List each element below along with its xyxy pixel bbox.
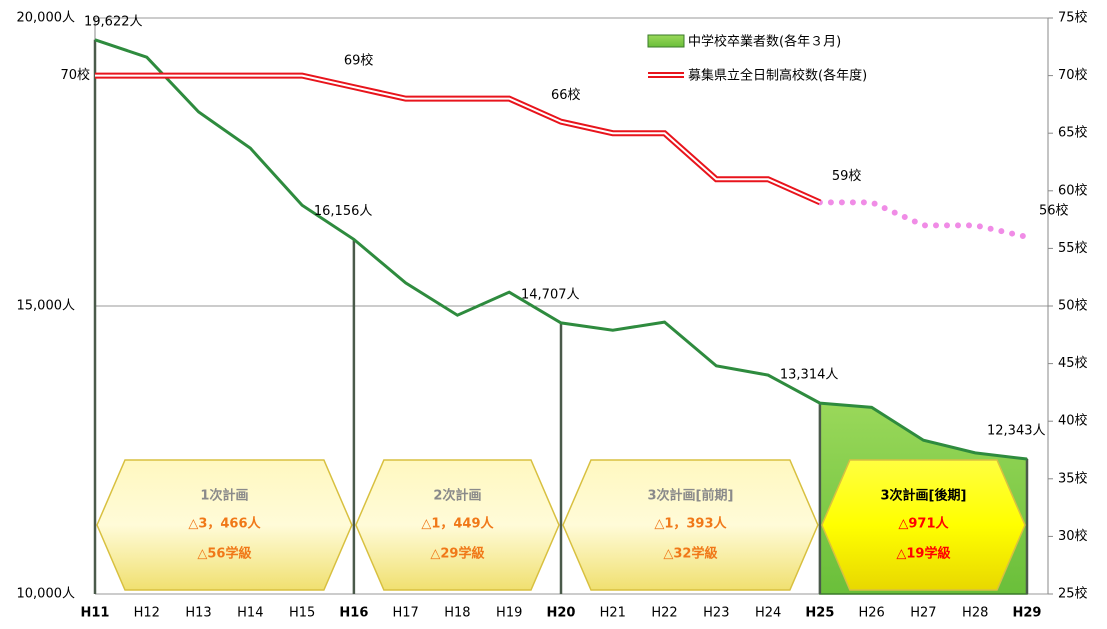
legend-label: 募集県立全日制高校数(各年度) <box>688 68 867 84</box>
data-label: 14,707人 <box>521 287 580 302</box>
x-tick-label: H22 <box>651 606 677 621</box>
y-tick-label: 20,000人 <box>17 11 76 26</box>
x-tick-label: H18 <box>444 606 470 621</box>
line <box>94 38 1028 461</box>
plan-arrow <box>96 459 353 591</box>
x-tick-label: H29 <box>1013 606 1042 621</box>
legend-label: 中学校卒業者数(各年３月) <box>688 34 841 50</box>
legend-swatch <box>647 34 685 48</box>
data-label: 13,314人 <box>780 368 839 383</box>
plan-students: △1，393人 <box>654 516 727 532</box>
x-tick-label: H19 <box>496 606 522 621</box>
x-tick-label: H24 <box>755 606 781 621</box>
data-label: 56校 <box>1039 202 1069 218</box>
x-tick-label: H21 <box>600 606 626 621</box>
plan-classes: △56学級 <box>197 546 251 562</box>
x-tick-label: H11 <box>81 606 110 621</box>
x-tick-label: H20 <box>547 606 576 621</box>
x-tick-label: H16 <box>339 606 368 621</box>
plan-arrow <box>355 459 560 591</box>
y2-tick-label: 75校 <box>1058 10 1088 26</box>
plan-arrow <box>821 459 1026 591</box>
x-tick-label: H12 <box>134 606 160 621</box>
y2-tick-label: 70校 <box>1058 67 1088 83</box>
data-label: 59校 <box>832 168 862 184</box>
y2-tick-label: 30校 <box>1058 528 1088 544</box>
x-tick-label: H28 <box>962 606 988 621</box>
y2-tick-label: 25校 <box>1058 586 1088 602</box>
y2-tick-label: 45校 <box>1058 355 1088 371</box>
x-tick-label: H25 <box>805 606 834 621</box>
y2-tick-label: 65校 <box>1058 125 1088 141</box>
plan-name: 1次計画 <box>200 488 248 504</box>
plan-students: △971人 <box>898 516 949 532</box>
plan-name: 3次計画[前期] <box>647 488 733 504</box>
x-tick-label: H27 <box>910 606 936 621</box>
y2-tick-label: 40校 <box>1058 413 1088 429</box>
data-label: 12,343人 <box>987 424 1046 439</box>
data-label: 70校 <box>60 67 90 83</box>
plan-classes: △32学級 <box>663 546 717 562</box>
x-tick-label: H15 <box>289 606 315 621</box>
x-tick-label: H13 <box>185 606 211 621</box>
plan-students: △1，449人 <box>421 516 494 532</box>
line <box>95 72 822 206</box>
data-label: 66校 <box>551 87 581 103</box>
y2-tick-label: 60校 <box>1058 182 1088 198</box>
x-tick-label: H26 <box>859 606 885 621</box>
x-tick-label: H17 <box>393 606 419 621</box>
plan-classes: △19学級 <box>896 546 950 562</box>
plan-students: △3，466人 <box>188 516 261 532</box>
data-label: 19,622人 <box>84 15 143 30</box>
data-label: 69校 <box>344 53 374 69</box>
line-inner <box>95 74 821 204</box>
y2-tick-label: 55校 <box>1058 240 1088 256</box>
y-tick-label: 10,000人 <box>17 587 76 602</box>
y2-tick-label: 50校 <box>1058 298 1088 314</box>
projected-line <box>816 199 1030 240</box>
plan-name: 2次計画 <box>433 488 481 504</box>
plan-classes: △29学級 <box>430 546 484 562</box>
x-tick-label: H23 <box>703 606 729 621</box>
plan-arrow <box>562 459 819 591</box>
plan-name: 3次計画[後期] <box>880 488 966 504</box>
y2-tick-label: 35校 <box>1058 470 1088 486</box>
y-tick-label: 15,000人 <box>17 299 76 314</box>
data-label: 16,156人 <box>314 204 373 219</box>
x-tick-label: H14 <box>237 606 263 621</box>
